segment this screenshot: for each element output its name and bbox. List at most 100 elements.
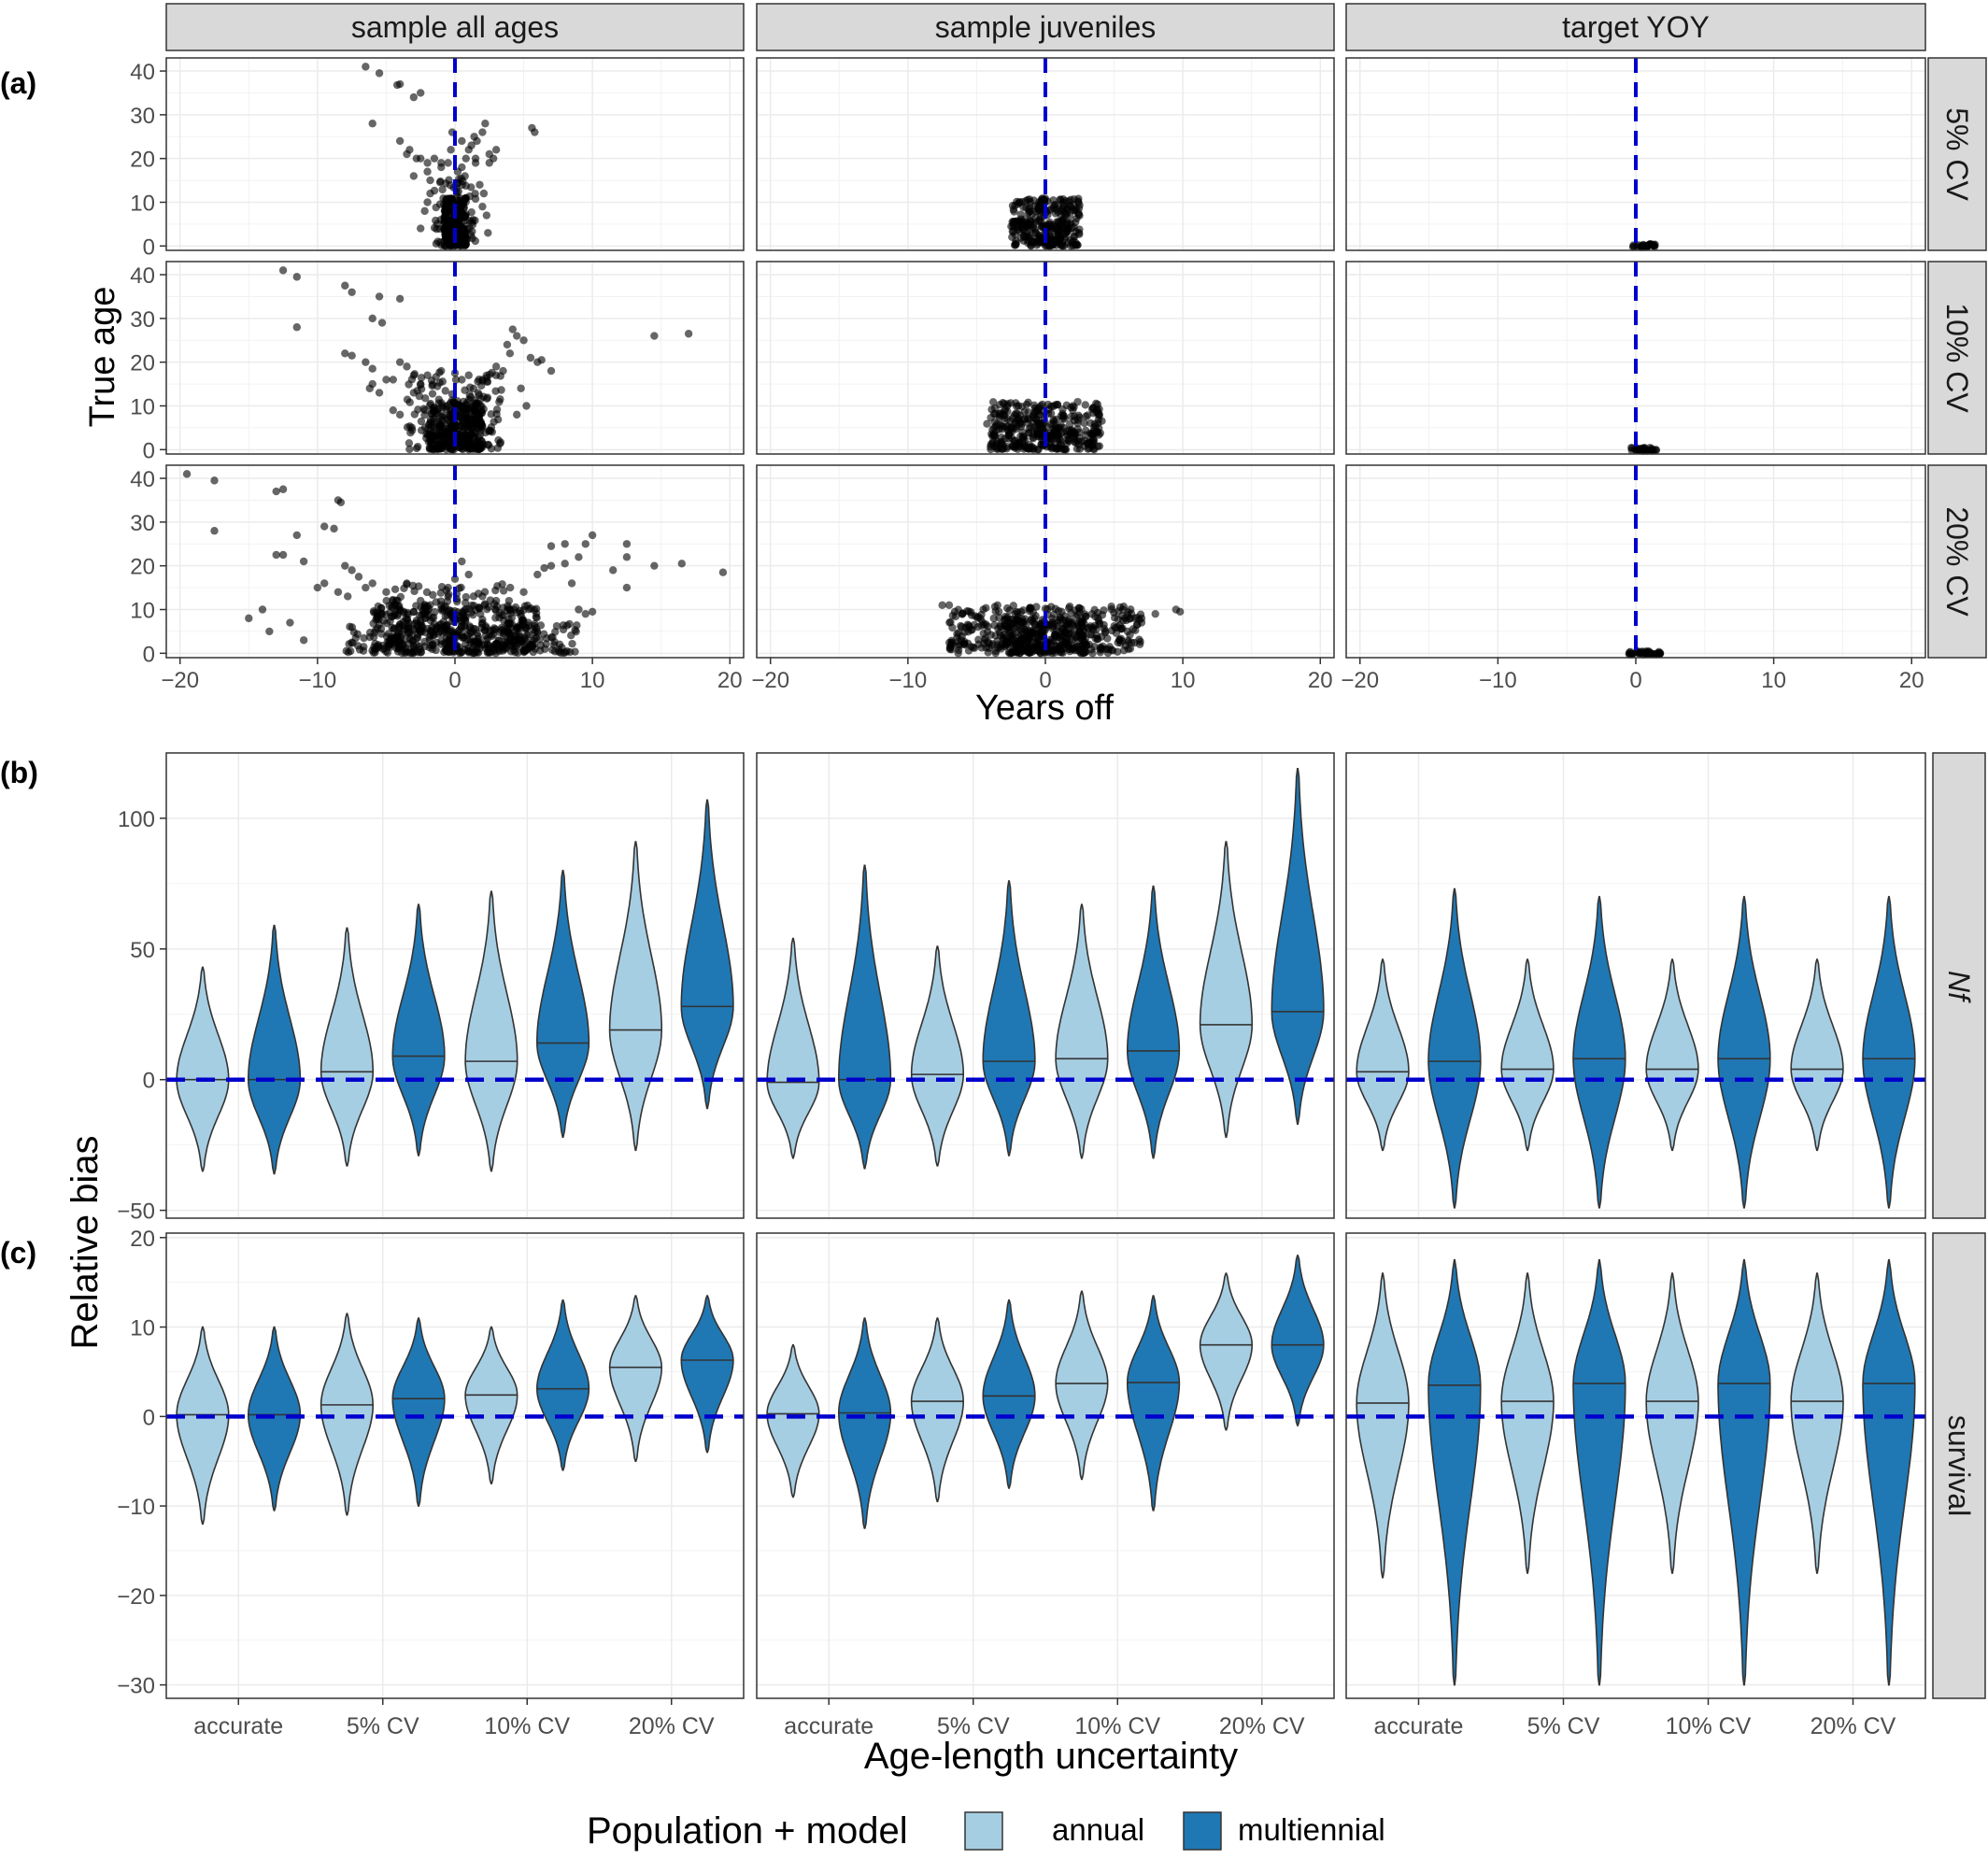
data-point bbox=[445, 647, 454, 657]
data-point bbox=[465, 192, 474, 201]
y-tick-label: 20 bbox=[130, 1227, 155, 1252]
data-point bbox=[292, 531, 301, 540]
data-point bbox=[471, 159, 480, 167]
data-point bbox=[1065, 645, 1074, 654]
data-point bbox=[433, 237, 442, 246]
data-point bbox=[529, 636, 537, 645]
data-point bbox=[497, 623, 506, 632]
data-point bbox=[1054, 207, 1062, 217]
data-point bbox=[442, 222, 450, 231]
data-point bbox=[1123, 627, 1132, 636]
data-point bbox=[487, 410, 495, 419]
violin-annual bbox=[910, 945, 964, 1167]
data-point bbox=[348, 566, 356, 575]
data-point bbox=[344, 592, 352, 601]
data-point bbox=[353, 630, 362, 638]
data-point bbox=[1008, 233, 1016, 241]
data-point bbox=[480, 601, 489, 609]
data-point bbox=[476, 180, 484, 189]
data-point bbox=[395, 358, 405, 366]
data-point bbox=[1022, 222, 1031, 231]
data-point bbox=[497, 642, 505, 651]
data-point bbox=[987, 445, 995, 454]
data-point bbox=[435, 200, 445, 208]
violin-multiennial bbox=[982, 880, 1036, 1157]
data-point bbox=[1046, 431, 1055, 439]
data-point bbox=[474, 648, 483, 657]
data-point bbox=[313, 583, 322, 592]
data-point bbox=[1013, 439, 1021, 448]
data-point bbox=[375, 69, 384, 78]
data-point bbox=[462, 592, 471, 602]
x-axis-title-c: Age-length uncertainty bbox=[864, 1736, 1238, 1777]
data-point bbox=[432, 373, 440, 381]
data-point bbox=[571, 626, 579, 634]
data-point bbox=[1014, 200, 1022, 208]
data-point bbox=[1124, 638, 1132, 646]
y-tick-label: 40 bbox=[130, 60, 155, 85]
data-point bbox=[1066, 202, 1074, 210]
data-point bbox=[1049, 625, 1058, 633]
data-point bbox=[575, 553, 583, 561]
data-point bbox=[265, 627, 274, 636]
data-point bbox=[1041, 194, 1049, 203]
data-point bbox=[417, 224, 425, 233]
x-tick-label: −10 bbox=[1479, 668, 1517, 693]
data-point bbox=[1086, 438, 1094, 447]
data-point bbox=[567, 631, 575, 640]
data-point bbox=[491, 362, 501, 371]
data-point bbox=[650, 561, 659, 570]
data-point bbox=[970, 644, 979, 653]
violin-annual bbox=[1199, 841, 1254, 1139]
data-point bbox=[341, 349, 349, 358]
column-strip: sample all ages bbox=[165, 3, 745, 51]
data-point bbox=[272, 487, 280, 496]
data-point bbox=[505, 583, 515, 592]
data-point bbox=[1111, 624, 1120, 632]
data-point bbox=[1051, 631, 1059, 640]
data-point bbox=[1009, 615, 1017, 624]
data-point bbox=[533, 570, 542, 579]
y-tick-label: −20 bbox=[117, 1584, 155, 1610]
strip-box bbox=[756, 3, 1335, 51]
data-point bbox=[976, 615, 985, 623]
data-point bbox=[944, 601, 954, 610]
data-point bbox=[1058, 215, 1068, 223]
data-point bbox=[389, 376, 397, 384]
violin-annual bbox=[320, 1313, 375, 1516]
violin-annual bbox=[1645, 1272, 1699, 1574]
data-point bbox=[1034, 636, 1043, 645]
data-point bbox=[460, 432, 469, 440]
violin-annual bbox=[766, 937, 820, 1159]
data-point bbox=[1067, 412, 1075, 421]
data-point bbox=[341, 281, 349, 290]
panel-background bbox=[166, 1233, 744, 1698]
data-point bbox=[428, 390, 437, 398]
scatter-panel: 0 10 20 30 40 −20 −10 0 10 20 bbox=[130, 464, 745, 693]
violin-annual bbox=[464, 890, 518, 1172]
data-point bbox=[507, 614, 516, 622]
data-point bbox=[1024, 407, 1032, 417]
data-point bbox=[522, 402, 531, 410]
data-point bbox=[535, 635, 544, 644]
data-point bbox=[588, 531, 597, 540]
violin-annual bbox=[1790, 1272, 1844, 1574]
data-point bbox=[447, 242, 455, 250]
y-tick-label: 10 bbox=[130, 395, 155, 420]
data-point bbox=[984, 648, 992, 657]
violin-multiennial bbox=[1126, 1295, 1181, 1511]
data-point bbox=[1057, 440, 1065, 448]
violin-multiennial bbox=[680, 799, 734, 1110]
data-point bbox=[519, 336, 528, 345]
data-point bbox=[427, 627, 435, 635]
y-tick-label: 0 bbox=[143, 234, 155, 260]
data-point bbox=[471, 216, 479, 225]
row-strip-label: 20% CV bbox=[1940, 506, 1974, 617]
data-point bbox=[369, 619, 377, 628]
scatter-chart: sample all ages sample juveniles target YO… bbox=[130, 3, 1987, 693]
data-point bbox=[504, 596, 514, 605]
data-point bbox=[421, 394, 430, 403]
y-axis-title-bc: Relative bias bbox=[64, 1135, 106, 1349]
data-point bbox=[429, 613, 438, 622]
data-point bbox=[389, 596, 397, 605]
